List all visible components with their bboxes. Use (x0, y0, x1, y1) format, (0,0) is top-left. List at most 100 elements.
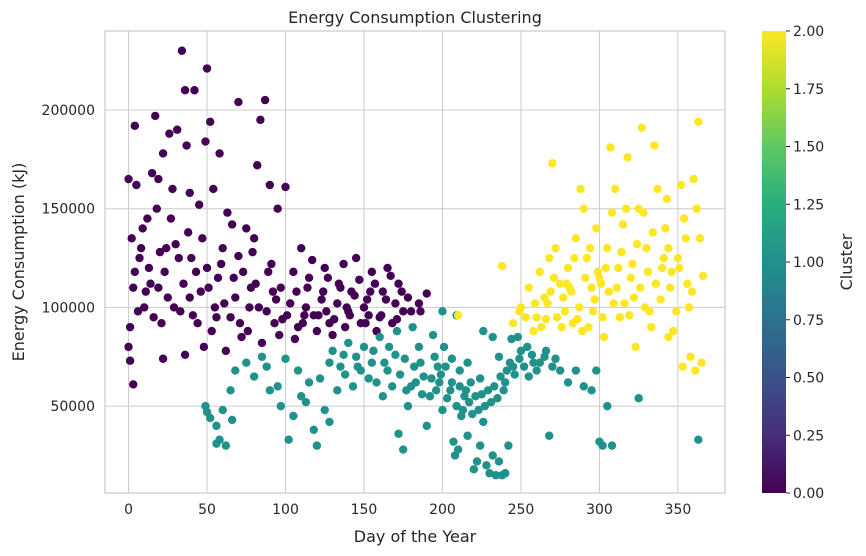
data-point-cluster-1 (399, 445, 408, 454)
data-point-cluster-2 (546, 287, 555, 296)
colorbar-tick-label: 0.25 (793, 428, 824, 444)
data-point-cluster-1 (351, 352, 361, 361)
data-point-cluster-2 (689, 174, 698, 184)
data-point-cluster-1 (501, 378, 510, 387)
data-point-cluster-1 (496, 372, 505, 381)
data-point-cluster-0 (377, 311, 386, 320)
data-point-cluster-0 (180, 350, 190, 359)
data-point-cluster-2 (562, 279, 571, 288)
data-point-cluster-0 (366, 287, 375, 296)
x-tick-label: 150 (351, 502, 378, 518)
data-point-cluster-2 (628, 259, 637, 269)
data-point-cluster-0 (317, 295, 326, 304)
data-point-cluster-1 (339, 350, 348, 359)
data-point-cluster-2 (661, 224, 670, 233)
data-point-cluster-2 (535, 267, 544, 277)
data-point-cluster-0 (169, 303, 179, 312)
data-point-cluster-1 (436, 370, 446, 379)
data-point-cluster-2 (658, 263, 667, 273)
data-point-cluster-1 (383, 366, 392, 375)
data-point-cluster-0 (361, 319, 370, 328)
data-point-cluster-1 (541, 346, 551, 356)
data-point-cluster-1 (336, 362, 345, 371)
data-point-cluster-0 (406, 307, 416, 316)
data-point-cluster-1 (474, 405, 483, 415)
data-point-cluster-2 (557, 322, 566, 332)
data-point-cluster-1 (505, 358, 515, 367)
data-point-cluster-2 (672, 307, 681, 316)
data-point-cluster-2 (545, 253, 554, 263)
data-point-cluster-1 (493, 394, 502, 403)
data-point-cluster-1 (488, 332, 497, 342)
data-point-cluster-1 (438, 307, 447, 316)
data-point-cluster-2 (632, 240, 642, 249)
data-point-cluster-1 (472, 457, 482, 466)
data-point-cluster-2 (673, 253, 683, 263)
data-point-cluster-0 (397, 287, 406, 296)
data-point-cluster-0 (124, 342, 133, 352)
data-point-cluster-2 (626, 273, 636, 282)
data-point-cluster-2 (643, 267, 653, 277)
data-point-cluster-1 (438, 405, 447, 415)
data-point-cluster-1 (227, 415, 237, 425)
data-point-cluster-2 (664, 243, 673, 253)
data-point-cluster-1 (249, 372, 259, 381)
data-point-cluster-0 (267, 259, 276, 269)
data-point-cluster-1 (548, 362, 557, 371)
data-point-cluster-1 (475, 374, 485, 383)
data-point-cluster-0 (176, 307, 185, 316)
data-point-cluster-1 (422, 421, 431, 431)
data-point-cluster-0 (378, 287, 388, 296)
data-point-cluster-0 (183, 228, 193, 237)
data-point-cluster-0 (275, 330, 284, 340)
data-point-cluster-1 (603, 401, 612, 411)
data-point-cluster-0 (188, 311, 198, 320)
data-point-cluster-1 (309, 425, 318, 435)
data-point-cluster-1 (320, 405, 329, 415)
data-point-cluster-1 (218, 405, 227, 415)
x-tick-label: 250 (508, 502, 535, 518)
data-point-cluster-0 (127, 234, 136, 243)
data-point-cluster-0 (135, 253, 144, 263)
data-point-cluster-0 (318, 287, 328, 296)
data-point-cluster-2 (636, 283, 645, 292)
data-point-cluster-1 (262, 362, 271, 371)
data-point-cluster-0 (212, 313, 221, 322)
data-point-cluster-0 (229, 273, 238, 282)
data-point-cluster-1 (289, 411, 298, 421)
data-point-cluster-2 (615, 313, 625, 322)
data-point-cluster-0 (289, 267, 298, 277)
data-point-cluster-1 (507, 334, 516, 344)
data-point-cluster-1 (400, 354, 409, 363)
data-point-cluster-0 (364, 311, 373, 320)
data-point-cluster-0 (205, 117, 215, 127)
data-point-cluster-0 (158, 149, 168, 158)
data-point-cluster-0 (339, 259, 348, 269)
data-point-cluster-0 (221, 346, 231, 356)
data-point-cluster-2 (679, 214, 689, 223)
data-point-cluster-0 (328, 330, 337, 340)
data-point-cluster-1 (439, 342, 449, 352)
data-point-cluster-0 (198, 234, 207, 243)
data-point-cluster-0 (179, 279, 188, 288)
data-point-cluster-0 (143, 214, 152, 223)
data-point-cluster-2 (497, 261, 507, 271)
colorbar-tick-label: 0.75 (793, 313, 824, 329)
data-point-cluster-1 (483, 386, 493, 395)
data-point-cluster-0 (300, 311, 309, 320)
data-point-cluster-1 (461, 386, 471, 395)
data-point-cluster-0 (303, 283, 312, 292)
data-point-cluster-1 (408, 322, 417, 332)
data-point-cluster-2 (563, 263, 573, 273)
data-point-cluster-0 (264, 267, 273, 277)
data-point-cluster-2 (532, 313, 541, 322)
data-point-cluster-1 (442, 394, 452, 403)
data-point-cluster-0 (174, 253, 183, 263)
plot-frame (104, 30, 726, 494)
data-point-cluster-1 (458, 405, 468, 415)
data-point-cluster-1 (212, 439, 221, 448)
data-point-cluster-0 (204, 283, 213, 292)
data-point-cluster-2 (593, 267, 603, 277)
data-point-cluster-2 (623, 153, 632, 162)
data-point-cluster-0 (231, 293, 240, 302)
